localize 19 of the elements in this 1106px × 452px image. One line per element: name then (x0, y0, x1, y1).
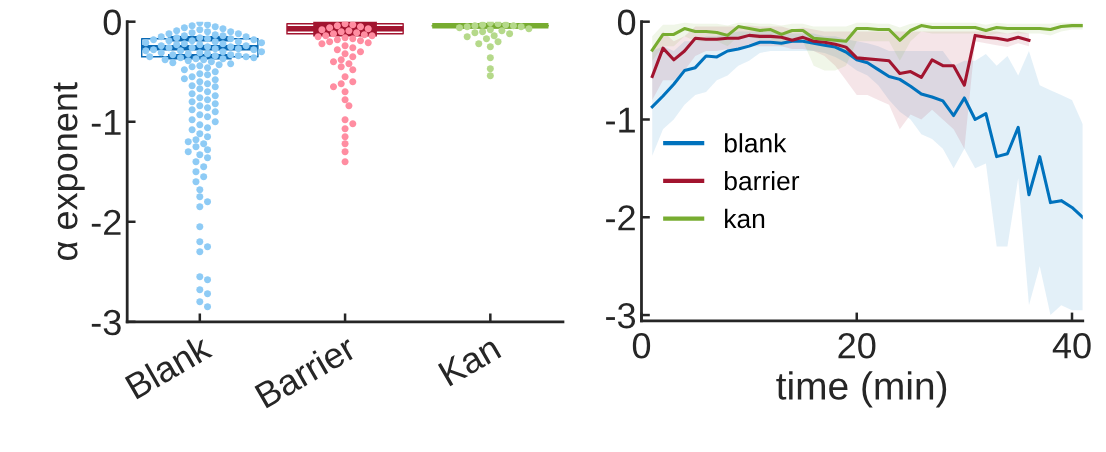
y-tick-label: -3 (606, 302, 636, 329)
y-tick-label: 0 (617, 9, 636, 36)
y-tick-label: 0 (103, 9, 121, 36)
x-tick-label: Kan (437, 335, 502, 387)
y-tick-label: -2 (606, 205, 635, 231)
x-tick-label: 40 (1052, 332, 1091, 359)
legend-label: barrier (724, 170, 800, 191)
line-series (650, 24, 1083, 52)
y-tick-label: -3 (91, 309, 121, 336)
x-tick-label: 20 (838, 332, 876, 359)
y-axis-title: α exponent (53, 82, 85, 260)
x-tick-label: Blank (124, 332, 214, 400)
legend-label: blank (724, 133, 787, 153)
y-tick-label: -1 (91, 109, 121, 135)
line-series (650, 33, 1031, 87)
legend-label: kan (725, 208, 765, 229)
y-tick-label: -2 (91, 209, 121, 235)
y-tick-label: -1 (606, 107, 635, 133)
x-axis-title: time (min) (776, 371, 947, 408)
